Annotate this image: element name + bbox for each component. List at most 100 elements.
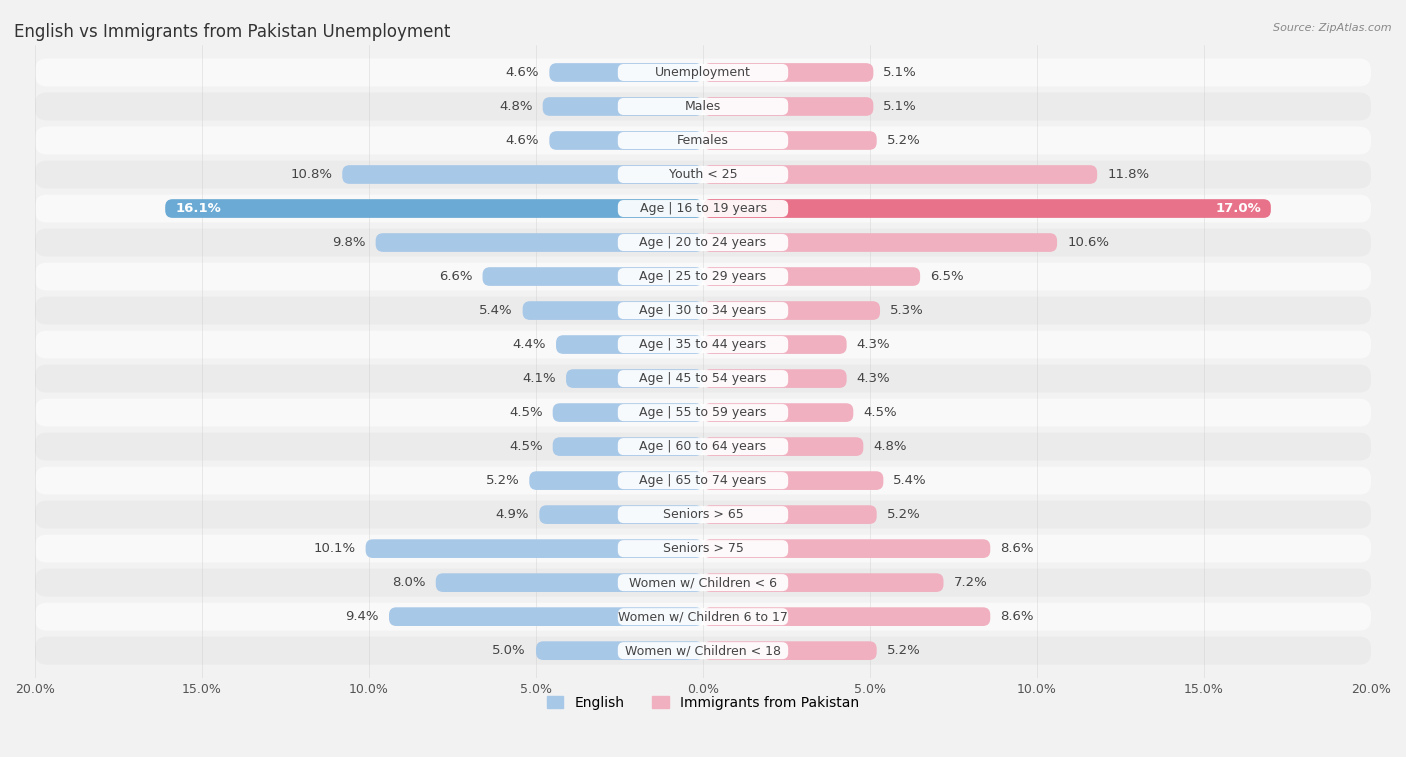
Text: 8.6%: 8.6% [1000,542,1033,555]
FancyBboxPatch shape [703,641,877,660]
FancyBboxPatch shape [703,165,1097,184]
Text: 5.2%: 5.2% [887,644,921,657]
Text: 5.3%: 5.3% [890,304,924,317]
FancyBboxPatch shape [617,234,789,251]
FancyBboxPatch shape [35,466,1371,494]
Text: 5.0%: 5.0% [492,644,526,657]
Text: 11.8%: 11.8% [1107,168,1149,181]
FancyBboxPatch shape [703,505,877,524]
FancyBboxPatch shape [35,603,1371,631]
Text: 4.9%: 4.9% [496,508,529,521]
FancyBboxPatch shape [523,301,703,320]
FancyBboxPatch shape [703,438,863,456]
Text: 5.1%: 5.1% [883,66,917,79]
FancyBboxPatch shape [366,539,703,558]
FancyBboxPatch shape [35,263,1371,291]
FancyBboxPatch shape [703,97,873,116]
Text: 10.1%: 10.1% [314,542,356,555]
FancyBboxPatch shape [35,534,1371,562]
Text: 4.6%: 4.6% [506,66,540,79]
FancyBboxPatch shape [35,92,1371,120]
FancyBboxPatch shape [703,472,883,490]
FancyBboxPatch shape [567,369,703,388]
FancyBboxPatch shape [703,335,846,354]
Text: Males: Males [685,100,721,113]
FancyBboxPatch shape [35,297,1371,325]
FancyBboxPatch shape [389,607,703,626]
FancyBboxPatch shape [617,608,789,625]
Text: Age | 55 to 59 years: Age | 55 to 59 years [640,406,766,419]
Text: Unemployment: Unemployment [655,66,751,79]
FancyBboxPatch shape [617,438,789,455]
Text: 10.6%: 10.6% [1067,236,1109,249]
FancyBboxPatch shape [35,637,1371,665]
Text: 5.2%: 5.2% [485,474,519,487]
Text: 4.5%: 4.5% [509,406,543,419]
FancyBboxPatch shape [617,166,789,183]
Text: Youth < 25: Youth < 25 [669,168,737,181]
FancyBboxPatch shape [617,336,789,353]
FancyBboxPatch shape [617,642,789,659]
FancyBboxPatch shape [436,573,703,592]
Text: 4.5%: 4.5% [863,406,897,419]
FancyBboxPatch shape [342,165,703,184]
Text: English vs Immigrants from Pakistan Unemployment: English vs Immigrants from Pakistan Unem… [14,23,450,41]
FancyBboxPatch shape [703,131,877,150]
Text: 4.5%: 4.5% [509,440,543,453]
Text: 8.0%: 8.0% [392,576,426,589]
Text: 5.4%: 5.4% [479,304,513,317]
FancyBboxPatch shape [703,63,873,82]
Text: Age | 45 to 54 years: Age | 45 to 54 years [640,372,766,385]
Text: 5.2%: 5.2% [887,508,921,521]
FancyBboxPatch shape [166,199,703,218]
FancyBboxPatch shape [617,64,789,81]
Text: Seniors > 65: Seniors > 65 [662,508,744,521]
FancyBboxPatch shape [553,438,703,456]
FancyBboxPatch shape [35,195,1371,223]
Text: 4.3%: 4.3% [856,338,890,351]
Text: Women w/ Children < 6: Women w/ Children < 6 [628,576,778,589]
Text: Age | 20 to 24 years: Age | 20 to 24 years [640,236,766,249]
Text: Age | 16 to 19 years: Age | 16 to 19 years [640,202,766,215]
Text: 4.8%: 4.8% [873,440,907,453]
Text: 8.6%: 8.6% [1000,610,1033,623]
FancyBboxPatch shape [617,540,789,557]
FancyBboxPatch shape [35,569,1371,597]
FancyBboxPatch shape [375,233,703,252]
Text: 6.5%: 6.5% [931,270,963,283]
Text: Females: Females [678,134,728,147]
FancyBboxPatch shape [35,229,1371,257]
Text: 4.4%: 4.4% [513,338,546,351]
Text: 5.4%: 5.4% [893,474,927,487]
FancyBboxPatch shape [617,506,789,523]
Text: Women w/ Children 6 to 17: Women w/ Children 6 to 17 [619,610,787,623]
Text: Age | 35 to 44 years: Age | 35 to 44 years [640,338,766,351]
FancyBboxPatch shape [550,63,703,82]
Text: Women w/ Children < 18: Women w/ Children < 18 [626,644,780,657]
FancyBboxPatch shape [617,404,789,421]
FancyBboxPatch shape [617,268,789,285]
FancyBboxPatch shape [617,302,789,319]
FancyBboxPatch shape [35,58,1371,86]
FancyBboxPatch shape [550,131,703,150]
FancyBboxPatch shape [529,472,703,490]
FancyBboxPatch shape [703,403,853,422]
Text: Age | 60 to 64 years: Age | 60 to 64 years [640,440,766,453]
FancyBboxPatch shape [35,126,1371,154]
Text: 16.1%: 16.1% [176,202,221,215]
Text: Age | 25 to 29 years: Age | 25 to 29 years [640,270,766,283]
Text: 4.3%: 4.3% [856,372,890,385]
FancyBboxPatch shape [617,472,789,489]
Text: 17.0%: 17.0% [1215,202,1261,215]
Text: Age | 65 to 74 years: Age | 65 to 74 years [640,474,766,487]
FancyBboxPatch shape [35,399,1371,426]
FancyBboxPatch shape [617,200,789,217]
Text: 9.8%: 9.8% [332,236,366,249]
FancyBboxPatch shape [35,365,1371,393]
FancyBboxPatch shape [703,369,846,388]
Text: Age | 30 to 34 years: Age | 30 to 34 years [640,304,766,317]
FancyBboxPatch shape [703,267,920,286]
FancyBboxPatch shape [482,267,703,286]
Text: 7.2%: 7.2% [953,576,987,589]
Text: 9.4%: 9.4% [346,610,380,623]
